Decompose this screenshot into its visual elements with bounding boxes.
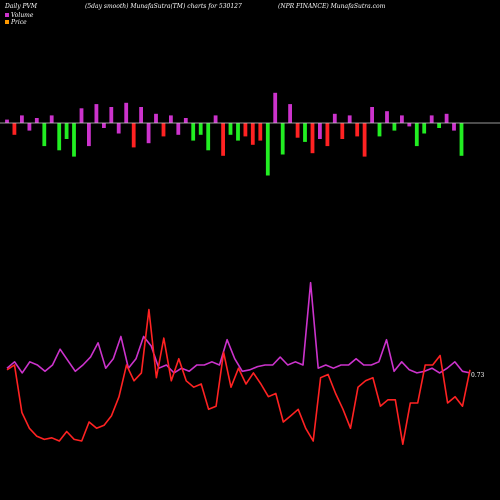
pvm-bar bbox=[429, 115, 434, 123]
pvm-bar bbox=[57, 123, 62, 151]
pvm-bar bbox=[288, 104, 292, 123]
pvm-bar bbox=[303, 123, 307, 142]
legend-price-label: Price bbox=[10, 19, 27, 26]
pvm-bar bbox=[102, 123, 106, 128]
pvm-bar bbox=[72, 123, 76, 157]
pvm-bar bbox=[5, 119, 9, 123]
pvm-bar bbox=[79, 108, 84, 123]
pvm-bar bbox=[280, 123, 285, 155]
pvm-bar bbox=[228, 123, 233, 135]
pvm-bar bbox=[452, 123, 456, 131]
volume-line bbox=[6, 281, 471, 374]
pvm-bar bbox=[116, 123, 121, 134]
header-center: (5day smooth) MunafaSutra(TM) charts for… bbox=[85, 3, 242, 10]
pvm-bar bbox=[265, 123, 270, 176]
volume-price-lines bbox=[6, 281, 471, 446]
price-line bbox=[6, 308, 471, 446]
pvm-bar bbox=[414, 123, 419, 147]
pvm-bar bbox=[206, 123, 211, 151]
pvm-bar bbox=[236, 123, 240, 141]
pvm-bar bbox=[370, 107, 374, 123]
pvm-bar bbox=[94, 104, 99, 123]
pvm-bar bbox=[109, 107, 114, 123]
pvm-bar bbox=[422, 123, 427, 134]
pvm-bar bbox=[385, 111, 389, 123]
pvm-bar bbox=[183, 118, 188, 123]
pvm-bar bbox=[169, 115, 173, 123]
pvm-bar bbox=[340, 123, 345, 139]
pvm-bar bbox=[347, 115, 352, 123]
pvm-bar bbox=[377, 123, 382, 137]
pvm-bar bbox=[213, 115, 218, 123]
pvm-bar bbox=[221, 123, 225, 156]
pvm-bar bbox=[49, 115, 54, 123]
pvm-bar bbox=[459, 123, 464, 156]
pvm-bar bbox=[273, 92, 278, 123]
header-left: Daily PVM bbox=[4, 3, 38, 10]
pvm-bar bbox=[362, 123, 367, 157]
pvm-bar bbox=[318, 123, 322, 139]
header-right: (NPR FINANCE) MunafaSutra.com bbox=[278, 3, 386, 10]
pvm-bar bbox=[198, 123, 203, 135]
pvm-bar bbox=[355, 123, 360, 137]
pvm-bar bbox=[437, 123, 441, 128]
pvm-bar bbox=[325, 123, 330, 147]
pvm-bar bbox=[64, 123, 69, 139]
pvm-bar bbox=[250, 123, 255, 145]
pvm-bar bbox=[20, 115, 24, 123]
pvm-bar bbox=[139, 107, 143, 123]
pvm-bar bbox=[87, 123, 91, 147]
price-end-label: 0.73 bbox=[471, 372, 485, 379]
pvm-bar bbox=[131, 123, 136, 148]
pvm-bar bbox=[42, 123, 47, 147]
pvm-bar bbox=[124, 102, 129, 123]
pvm-bar bbox=[258, 123, 263, 141]
pvm-bar bbox=[176, 123, 181, 135]
pvm-bar bbox=[310, 123, 315, 154]
pvm-bar bbox=[407, 123, 412, 127]
pvm-bar bbox=[161, 123, 166, 137]
pvm-bar bbox=[332, 113, 337, 123]
pvm-bars bbox=[5, 92, 464, 176]
legend-volume-label: Volume bbox=[11, 12, 34, 19]
pvm-bar bbox=[34, 118, 39, 123]
pvm-bar bbox=[12, 123, 17, 135]
legend-volume-swatch bbox=[5, 13, 9, 17]
pvm-bar bbox=[444, 113, 449, 123]
pvm-bar bbox=[27, 123, 32, 131]
pvm-bar bbox=[400, 115, 404, 123]
pvm-bar bbox=[191, 123, 196, 141]
pvm-bar bbox=[146, 123, 151, 144]
pvm-bar bbox=[154, 113, 158, 123]
pvm-bar bbox=[392, 123, 397, 131]
pvm-bar bbox=[295, 123, 300, 138]
legend-price-swatch bbox=[5, 20, 9, 24]
pvm-bar bbox=[243, 123, 248, 137]
